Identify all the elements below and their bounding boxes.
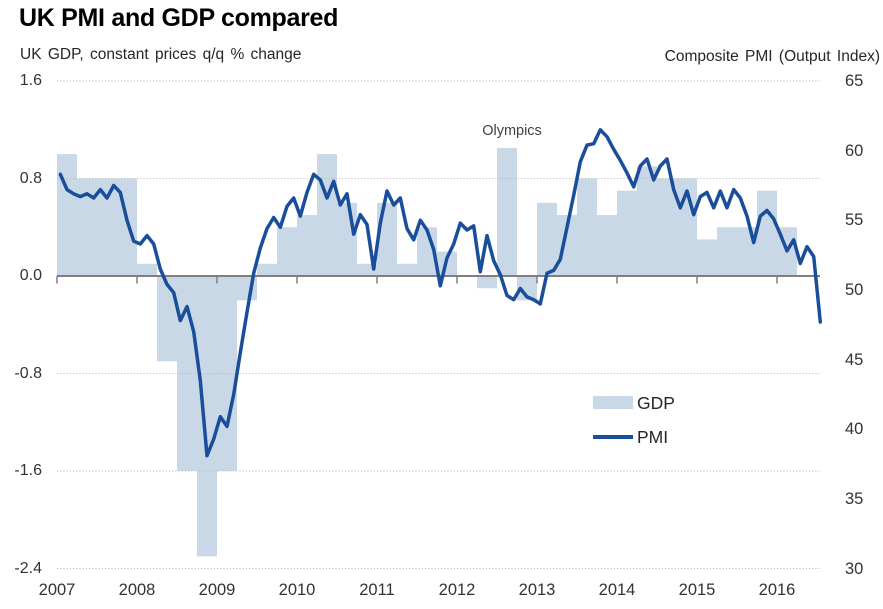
gdp-bar	[397, 263, 417, 276]
gdp-bar	[277, 227, 297, 276]
gdp-bar	[577, 178, 597, 276]
gdp-bar	[617, 190, 637, 276]
right-axis-tick-label: 45	[845, 350, 864, 369]
gdp-bar	[697, 239, 717, 276]
x-axis-year-label: 2014	[598, 581, 636, 599]
right-axis-tick-label: 65	[845, 72, 864, 90]
gdp-bar	[537, 202, 557, 276]
right-axis-tick-label: 35	[845, 489, 864, 508]
gdp-bar	[477, 276, 497, 289]
gdp-bar	[197, 276, 217, 557]
gdp-bar	[297, 215, 317, 276]
gdp-bar	[317, 154, 337, 276]
gdp-bar	[157, 276, 177, 362]
right-axis-title: Composite PMI (Output Index)	[664, 48, 880, 65]
gdp-bar	[657, 178, 677, 276]
gdp-bar	[97, 178, 117, 276]
olympics-annotation: Olympics	[482, 123, 542, 139]
gdp-bar	[557, 215, 577, 276]
right-axis-tick-label: 50	[845, 280, 864, 299]
pmi-line	[58, 128, 823, 458]
gdp-bar	[597, 215, 617, 276]
gdp-bar	[377, 202, 397, 276]
x-axis-year-label: 2007	[38, 581, 76, 599]
gdp-bar	[637, 166, 657, 276]
pmi-legend-label: PMI	[637, 427, 669, 447]
gdp-bar	[77, 178, 97, 276]
gdp-bar	[137, 263, 157, 276]
gdp-legend-label: GDP	[637, 393, 675, 413]
gdp-legend-swatch	[593, 396, 633, 409]
left-axis-tick-label: 0.8	[19, 169, 42, 187]
gdp-bar	[757, 190, 777, 276]
gdp-bar	[57, 154, 77, 276]
x-axis-year-label: 2013	[518, 581, 556, 599]
right-axis-tick-label: 60	[845, 141, 864, 160]
gdp-bar	[257, 263, 277, 276]
left-axis-tick-label: -1.6	[14, 462, 42, 479]
right-axis-tick-label: 55	[845, 211, 864, 230]
x-axis-year-label: 2008	[118, 581, 156, 599]
right-axis-tick-label: 30	[845, 559, 864, 578]
chart-title: UK PMI and GDP compared	[19, 4, 339, 32]
gdp-bar	[497, 148, 517, 276]
x-axis-year-label: 2016	[758, 581, 796, 599]
left-axis-tick-label: -0.8	[14, 364, 42, 382]
pmi-legend-line-sample	[593, 435, 633, 439]
x-axis-year-label: 2009	[198, 581, 236, 599]
gdp-bar	[517, 276, 537, 301]
x-axis-year-label: 2015	[678, 581, 716, 599]
left-axis-tick-label: 1.6	[19, 72, 42, 89]
x-axis-year-label: 2010	[278, 581, 316, 599]
x-axis-year-label: 2011	[359, 581, 395, 599]
x-axis-year-label: 2012	[438, 581, 476, 599]
left-axis-title: UK GDP, constant prices q/q % change	[20, 46, 302, 63]
gdp-bar	[337, 202, 357, 276]
right-axis-tick-label: 40	[845, 420, 864, 439]
left-axis-tick-label: 0.0	[19, 267, 42, 284]
left-axis-tick-label: -2.4	[14, 559, 42, 577]
gdp-bar	[717, 227, 737, 276]
